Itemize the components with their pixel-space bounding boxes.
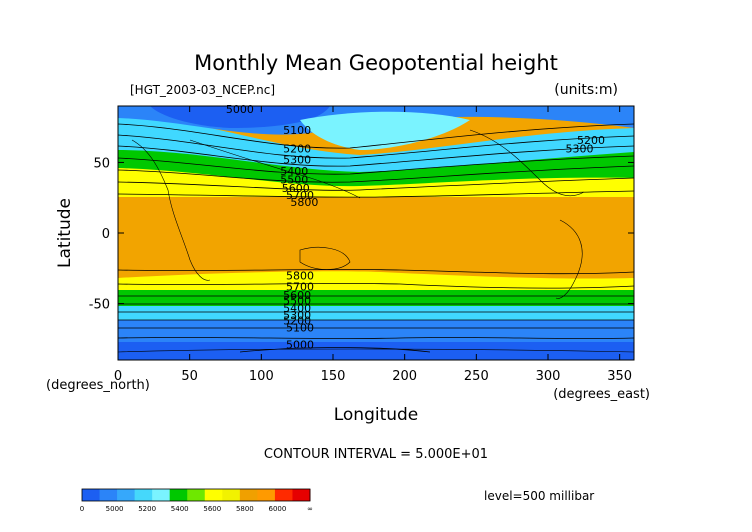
colorbar-label: 5600 xyxy=(203,505,221,513)
colorbar-swatch xyxy=(117,489,136,501)
colorbar-label: 6000 xyxy=(269,505,287,513)
contour-label: 5200 xyxy=(283,142,311,155)
colorbar-swatch xyxy=(222,489,241,501)
contour-label: 5300 xyxy=(566,142,594,155)
colorbar-label: 5400 xyxy=(171,505,189,513)
contour-label: 5500 xyxy=(283,295,311,308)
colorbar-swatch xyxy=(292,489,311,501)
contour-label: 5000 xyxy=(286,338,314,351)
contour-label: 5500 xyxy=(280,173,308,186)
colorbar-swatch xyxy=(82,489,101,501)
x-tick-label: 0 xyxy=(114,369,122,384)
contour-labels: 5000510052005300540055005600570058005200… xyxy=(226,103,605,352)
y-tick-label: -50 xyxy=(89,298,110,313)
colorbar: 0 5000 5200 5400 5600 5800 6000 ∞ xyxy=(80,488,313,513)
colorbar-swatch xyxy=(134,489,153,501)
contour-label: 5000 xyxy=(226,103,254,116)
chart-subtitle-right: (units:m) xyxy=(554,82,618,98)
nh-band-cyan xyxy=(118,112,634,172)
y-unit-label: (degrees_north) xyxy=(46,378,150,393)
contour-label: 5200 xyxy=(283,314,311,327)
contour-label: 5300 xyxy=(283,309,311,322)
x-tick-label: 250 xyxy=(464,369,489,384)
coastline-asia xyxy=(189,139,361,199)
coastline-europe-africa xyxy=(131,139,211,281)
contour-label: 5100 xyxy=(283,124,311,137)
x-tick-label: 350 xyxy=(607,369,632,384)
colorbar-frame xyxy=(81,488,311,502)
contour-line xyxy=(118,337,634,339)
x-tick-label: 150 xyxy=(321,369,346,384)
coastlines xyxy=(118,129,634,353)
x-axis-title: Longitude xyxy=(334,405,419,425)
contour-line xyxy=(118,145,634,167)
x-unit-label: (degrees_east) xyxy=(553,387,650,402)
contour-label: 5800 xyxy=(286,269,314,282)
coastline-antarctica xyxy=(118,348,634,353)
colorbar-swatch xyxy=(239,489,258,501)
colorbar-swatch xyxy=(257,489,276,501)
contour-label: 5600 xyxy=(283,289,311,302)
heatmap-field xyxy=(118,106,634,360)
contour-label: 5600 xyxy=(282,182,310,195)
contour-line xyxy=(118,155,634,175)
chart-subtitle-left: [HGT_2003-03_NCEP.nc] xyxy=(130,83,275,97)
colorbar-swatch xyxy=(152,489,171,501)
y-axis-title: Latitude xyxy=(55,198,75,268)
coastline-north-america xyxy=(469,129,585,196)
contour-label: 5400 xyxy=(283,302,311,315)
contour-label: 5200 xyxy=(577,134,605,147)
colorbar-label: 5200 xyxy=(138,505,156,513)
colorbar-swatch xyxy=(169,489,188,501)
contour-line xyxy=(239,347,431,353)
sh-low-band xyxy=(118,342,634,360)
colorbar-label: 0 xyxy=(80,505,84,513)
level-text: level=500 millibar xyxy=(484,489,594,503)
x-tick-label: 50 xyxy=(181,369,198,384)
x-axis: 0 50 100 150 200 250 300 350 xyxy=(114,106,632,384)
contour-line xyxy=(118,190,634,198)
x-tick-label: 100 xyxy=(249,369,274,384)
colorbar-swatch xyxy=(204,489,223,501)
colorbar-swatch xyxy=(274,489,293,501)
contour-lines xyxy=(118,123,634,353)
contour-line xyxy=(118,165,634,183)
contour-line xyxy=(118,269,634,275)
contour-label: 5100 xyxy=(286,322,314,335)
contour-label: 5700 xyxy=(286,189,314,202)
contour-label: 5700 xyxy=(286,281,314,294)
coastline-australia xyxy=(299,247,351,270)
contour-line xyxy=(118,177,634,191)
x-tick-label: 200 xyxy=(392,369,417,384)
contour-label: 5300 xyxy=(283,154,311,167)
y-tick-label: 50 xyxy=(93,156,110,171)
contour-label: 5400 xyxy=(280,165,308,178)
contour-label: 5800 xyxy=(290,196,318,209)
coastline-south-america xyxy=(555,219,583,299)
nh-low-center xyxy=(150,106,330,128)
contour-line xyxy=(118,283,634,289)
nh-cyan-high xyxy=(300,111,470,150)
colorbar-swatch xyxy=(99,489,118,501)
colorbar-label: 5000 xyxy=(106,505,124,513)
colorbar-label: ∞ xyxy=(307,505,313,513)
contour-interval: CONTOUR INTERVAL = 5.000E+01 xyxy=(264,447,488,462)
contour-line xyxy=(118,134,634,159)
chart-title: Monthly Mean Geopotential height xyxy=(194,51,558,75)
colorbar-swatch xyxy=(187,489,206,501)
x-tick-label: 300 xyxy=(536,369,561,384)
contour-line xyxy=(118,123,634,149)
colorbar-label: 5800 xyxy=(236,505,254,513)
y-tick-label: 0 xyxy=(102,227,110,242)
y-axis: 50 0 -50 xyxy=(89,156,634,313)
